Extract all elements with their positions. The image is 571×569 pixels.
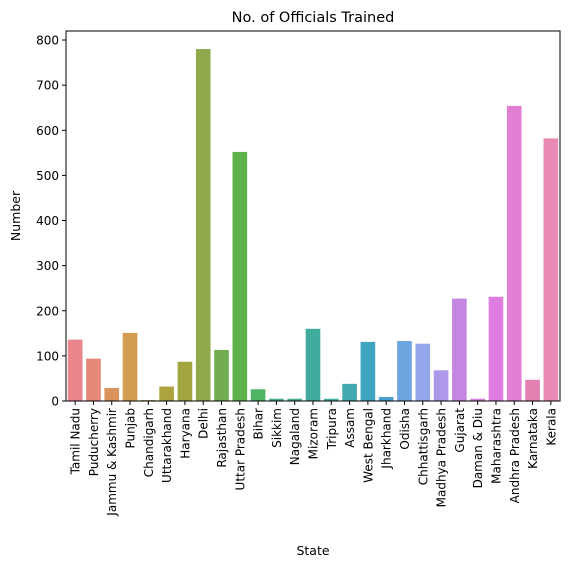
y-tick-label-3: 300 — [36, 259, 59, 273]
bar-20 — [433, 370, 449, 401]
y-tick-label-1: 100 — [36, 349, 59, 363]
x-tick-label-2: Jammu & Kashmir — [105, 408, 119, 517]
x-tick-label-16: West Bengal — [361, 408, 375, 483]
bar-7 — [195, 49, 211, 402]
x-tick-label-11: Sikkim — [270, 408, 284, 448]
y-tick-label-4: 400 — [36, 214, 59, 228]
y-axis-label: Number — [8, 190, 23, 241]
x-tick-label-0: Tamil Nadu — [69, 408, 83, 475]
y-tick-label-5: 500 — [36, 169, 59, 183]
bar-22 — [470, 398, 485, 401]
bar-3 — [122, 332, 138, 401]
y-axis: 0 100 200 300 400 500 600 700 800 — [36, 34, 66, 409]
bars-group — [67, 49, 559, 402]
x-axis-label: State — [296, 543, 329, 558]
bar-21 — [452, 298, 467, 401]
bar-16 — [360, 341, 376, 401]
bar-6 — [177, 361, 193, 401]
bar-13 — [305, 328, 321, 401]
x-tick-label-8: Rajasthan — [215, 408, 229, 468]
bar-25 — [525, 379, 540, 401]
y-tick-label-0: 0 — [51, 395, 59, 409]
x-tick-label-14: Tripura — [325, 408, 339, 450]
x-tick-label-25: Karnataka — [526, 408, 540, 469]
bar-5 — [159, 386, 174, 401]
bar-17 — [378, 396, 394, 401]
x-tick-label-9: Uttar Pradesh — [233, 408, 247, 490]
bar-1 — [86, 358, 101, 401]
x-tick-label-6: Haryana — [178, 408, 192, 459]
x-tick-label-7: Delhi — [197, 408, 211, 439]
x-tick-label-12: Nagaland — [288, 408, 302, 465]
x-tick-label-17: Jharkhand — [380, 408, 394, 470]
bar-10 — [250, 389, 266, 401]
bar-8 — [214, 350, 229, 401]
x-tick-label-26: Kerala — [544, 408, 558, 446]
bar-12 — [287, 398, 303, 401]
x-tick-label-24: Andhra Pradesh — [508, 408, 522, 503]
bar-9 — [232, 151, 248, 401]
bar-15 — [342, 383, 357, 401]
x-tick-label-5: Uttarakhand — [160, 408, 174, 483]
bar-23 — [488, 296, 504, 401]
x-tick-label-23: Maharashtra — [489, 408, 503, 484]
y-tick-label-2: 200 — [36, 304, 59, 318]
x-tick-label-4: Chandigarh — [142, 408, 156, 477]
y-tick-label-8: 800 — [36, 34, 59, 48]
bar-2 — [104, 387, 120, 401]
x-tick-label-21: Gujarat — [453, 408, 467, 453]
bar-24 — [506, 105, 522, 402]
y-tick-label-7: 700 — [36, 79, 59, 93]
x-tick-label-22: Daman & Diu — [471, 408, 485, 488]
x-axis: Tamil Nadu Puducherry Jammu & Kashmir Punja… — [69, 401, 558, 517]
x-tick-label-10: Bihar — [252, 408, 266, 440]
bar-18 — [397, 340, 412, 401]
bar-11 — [269, 398, 284, 401]
plot-frame — [65, 30, 561, 402]
chart-title: No. of Officials Trained — [232, 10, 395, 26]
x-tick-label-18: Odisha — [398, 408, 412, 450]
x-tick-label-13: Mizoram — [307, 408, 321, 459]
x-tick-label-1: Puducherry — [87, 408, 101, 476]
bar-14 — [323, 398, 339, 401]
y-tick-label-6: 600 — [36, 124, 59, 138]
x-tick-label-19: Chhattisgarh — [416, 408, 430, 485]
bar-26 — [543, 138, 559, 401]
x-tick-label-15: Assam — [343, 408, 357, 448]
bar-0 — [67, 339, 83, 401]
x-tick-label-3: Punjab — [124, 408, 138, 449]
x-tick-label-20: Madhya Pradesh — [435, 408, 449, 507]
bar-19 — [415, 343, 431, 401]
